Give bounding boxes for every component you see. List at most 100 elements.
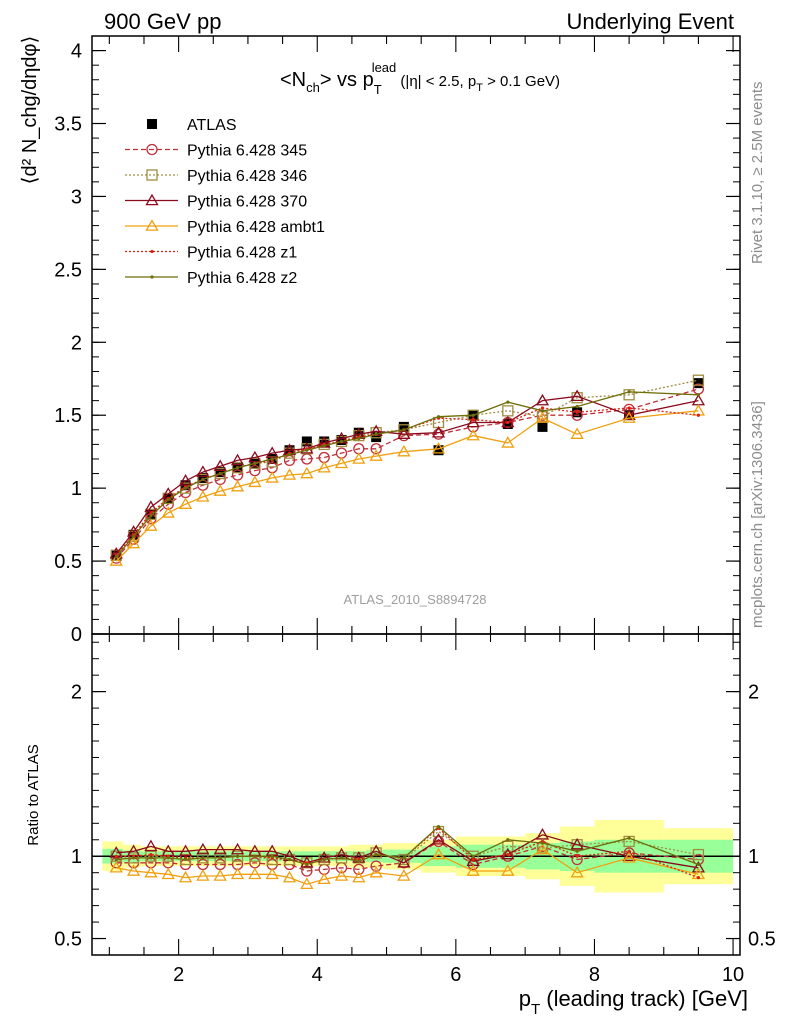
data-point (506, 838, 510, 842)
data-point (196, 490, 210, 502)
data-point (131, 856, 136, 860)
title-sub-ch: ch (306, 80, 320, 95)
data-point (178, 870, 193, 883)
data-point (322, 857, 326, 862)
data-point (334, 869, 349, 881)
data-point (402, 856, 406, 860)
data-point (471, 413, 475, 417)
data-point (622, 411, 636, 423)
data-point (213, 484, 227, 496)
legend-label: Pythia 6.428 ambt1 (187, 219, 325, 236)
data-point (352, 452, 366, 464)
data-point (144, 865, 158, 878)
title-sub-t: T (374, 82, 382, 97)
data-point (357, 859, 361, 863)
mcplots-text: mcplots.cern.ch [arXiv:1306.3436] (749, 401, 766, 628)
series-line (115, 410, 699, 562)
header-left: 900 GeV pp (104, 9, 221, 34)
data-point (287, 857, 292, 862)
x-tick-label: 8 (589, 964, 600, 986)
data-point (691, 860, 706, 873)
legend-marker (145, 193, 159, 206)
data-point (230, 842, 245, 855)
data-point (692, 374, 705, 386)
series-line (116, 827, 699, 879)
data-point (575, 404, 579, 409)
data-point (402, 428, 406, 432)
x-tick-label: 10 (722, 964, 744, 986)
series-line (115, 407, 699, 556)
data-point (126, 864, 141, 876)
data-point (627, 406, 631, 410)
series-line (115, 395, 699, 555)
data-point (300, 466, 314, 479)
data-point (282, 870, 297, 883)
title-part-b: > vs p (320, 69, 374, 91)
data-point (196, 842, 210, 855)
data-point (265, 867, 279, 880)
series-line (115, 391, 699, 558)
data-point (235, 854, 240, 858)
data-point (109, 860, 123, 873)
data-point (317, 460, 331, 473)
data-point (627, 390, 631, 394)
legend-item: Pythia 6.428 345 (125, 143, 307, 160)
y-tick-label: 4 (71, 41, 82, 63)
data-point (370, 860, 382, 872)
analysis-watermark: ATLAS_2010_S8894728 (344, 592, 487, 607)
data-point (149, 856, 153, 860)
data-point (431, 425, 446, 438)
data-point (575, 849, 579, 853)
legend-label: Pythia 6.428 345 (187, 143, 307, 160)
title-sup-lead: lead (372, 60, 397, 75)
data-point (145, 850, 157, 862)
y-tick-label: 1 (71, 478, 82, 500)
data-point (431, 441, 446, 454)
data-point (466, 415, 480, 428)
data-point (571, 409, 583, 421)
data-point (235, 466, 240, 470)
data-point (397, 444, 411, 457)
legend: ATLAS Pythia 6.428 345 Pythia 6.428 346 Pyt… (125, 117, 325, 287)
series-pythia-6-428-ambt1 (109, 404, 706, 566)
data-point (627, 849, 631, 853)
data-point (265, 471, 279, 483)
data-point (196, 465, 210, 477)
data-point (622, 851, 636, 863)
data-point (696, 862, 701, 867)
legend-label: ATLAS (187, 117, 237, 134)
data-point (270, 854, 274, 858)
legend-marker (146, 169, 158, 181)
title-sub-pt: T (476, 82, 483, 94)
series-pythia-6-428-z2 (114, 825, 701, 867)
main-ylabel: ⟨d² N_chg/dηdφ⟩ (19, 36, 41, 185)
data-point (178, 497, 193, 509)
y-tick-label: 1 (71, 846, 82, 868)
legend-item: Pythia 6.428 370 (125, 194, 307, 211)
legend-marker (146, 143, 158, 156)
data-point (149, 514, 153, 518)
data-point (270, 457, 274, 461)
data-point (431, 832, 446, 845)
y-tick-label: 1.5 (54, 405, 82, 427)
data-point (144, 839, 158, 852)
data-point (436, 415, 441, 419)
data-point (201, 856, 205, 860)
y-tick-label: 3.5 (54, 114, 82, 136)
data-point (282, 468, 297, 480)
data-point (230, 867, 245, 880)
data-point (369, 865, 383, 878)
data-point (570, 837, 584, 850)
data-point (317, 851, 331, 863)
data-point (114, 555, 118, 559)
data-point (161, 867, 175, 880)
data-point (540, 841, 545, 845)
data-point (183, 486, 188, 490)
ratio-series-layer (109, 825, 706, 889)
data-point (535, 828, 550, 840)
legend-item: Pythia 6.428 z2 (125, 270, 297, 287)
data-point (300, 877, 314, 889)
data-point (144, 500, 158, 512)
data-point (109, 554, 123, 566)
title-part-d: > 0.1 GeV) (483, 73, 560, 90)
